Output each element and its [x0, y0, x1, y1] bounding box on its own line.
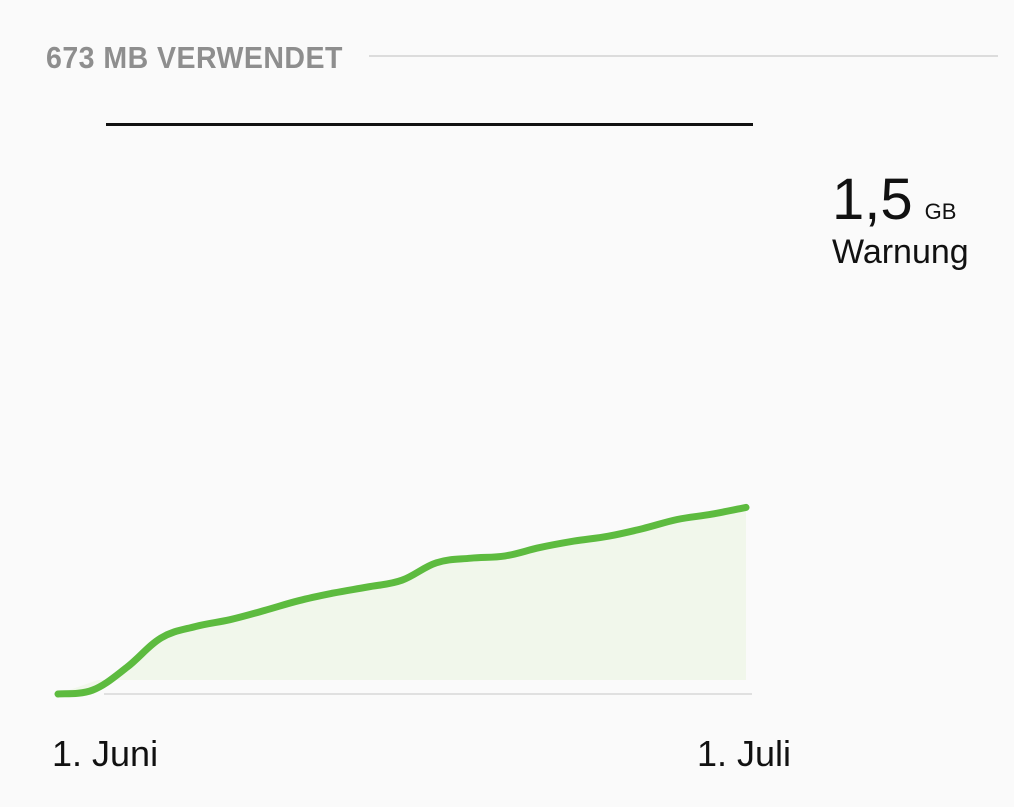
- warning-label: Warnung: [832, 233, 969, 271]
- warning-indicator[interactable]: 1,5 GB Warnung: [832, 165, 1002, 272]
- warning-value-row: 1,5 GB: [832, 165, 1002, 235]
- x-label-end: 1. Juli: [697, 733, 792, 774]
- warning-unit: GB: [924, 199, 957, 224]
- usage-line: [54, 503, 750, 698]
- header-divider: [368, 55, 998, 57]
- usage-area-fill: [58, 507, 746, 694]
- usage-title: 673 MB VERWENDET: [46, 40, 343, 75]
- warning-value: 1,5: [832, 167, 913, 232]
- warning-limit-line[interactable]: [106, 123, 753, 126]
- usage-header: 673 MB VERWENDET: [46, 38, 998, 78]
- x-label-start: 1. Juni: [52, 733, 159, 774]
